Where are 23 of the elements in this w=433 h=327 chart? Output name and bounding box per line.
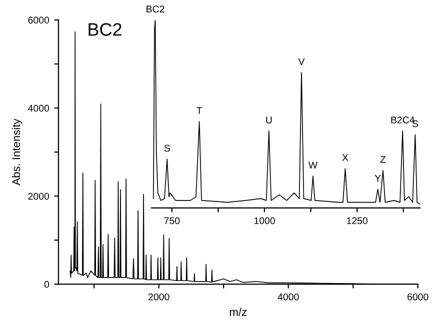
- annotation: BC2: [146, 6, 164, 12]
- chart-title: BC2: [88, 23, 122, 36]
- x-tick-label: 1000: [254, 217, 275, 224]
- y-tick-label: 0: [44, 280, 50, 288]
- annotation: U: [266, 116, 272, 124]
- annotation: B2C4: [391, 116, 414, 124]
- y-axis-title: Abs. Intensity: [12, 118, 22, 186]
- x-tick-label: 1250: [346, 217, 368, 224]
- x-tick-label: 750: [164, 217, 180, 224]
- x-tick-label: 4000: [278, 293, 299, 300]
- annotation: X: [342, 154, 348, 161]
- annotation: S: [164, 144, 170, 152]
- y-tick-label: 4000: [28, 104, 50, 112]
- annotation: T: [196, 107, 202, 114]
- annotation: V: [298, 58, 305, 66]
- x-axis-title: m/z: [230, 308, 247, 316]
- y-tick-label: 2000: [28, 192, 50, 200]
- y-tick-label: 6000: [28, 16, 50, 24]
- x-tick-label: 6000: [408, 293, 428, 300]
- x-tick-label: 2000: [148, 293, 170, 300]
- annotation: Z: [380, 156, 386, 163]
- annotation: Y: [374, 174, 381, 182]
- annotation: W: [308, 162, 318, 168]
